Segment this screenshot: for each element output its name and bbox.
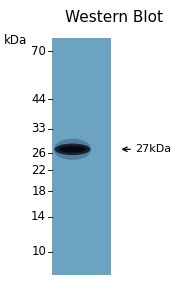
Text: kDa: kDa (4, 34, 27, 47)
Text: 33: 33 (31, 122, 46, 135)
Text: Western Blot: Western Blot (65, 11, 163, 26)
Text: 27kDa: 27kDa (135, 144, 171, 154)
Text: 14: 14 (31, 210, 46, 224)
Text: 22: 22 (31, 164, 46, 177)
Ellipse shape (59, 146, 86, 153)
Text: 10: 10 (31, 245, 46, 258)
Text: 26: 26 (31, 147, 46, 160)
FancyBboxPatch shape (52, 38, 111, 274)
Ellipse shape (54, 139, 91, 160)
Text: 44: 44 (31, 92, 46, 106)
Text: 18: 18 (31, 184, 46, 197)
Ellipse shape (55, 143, 90, 155)
Text: 70: 70 (31, 45, 46, 58)
